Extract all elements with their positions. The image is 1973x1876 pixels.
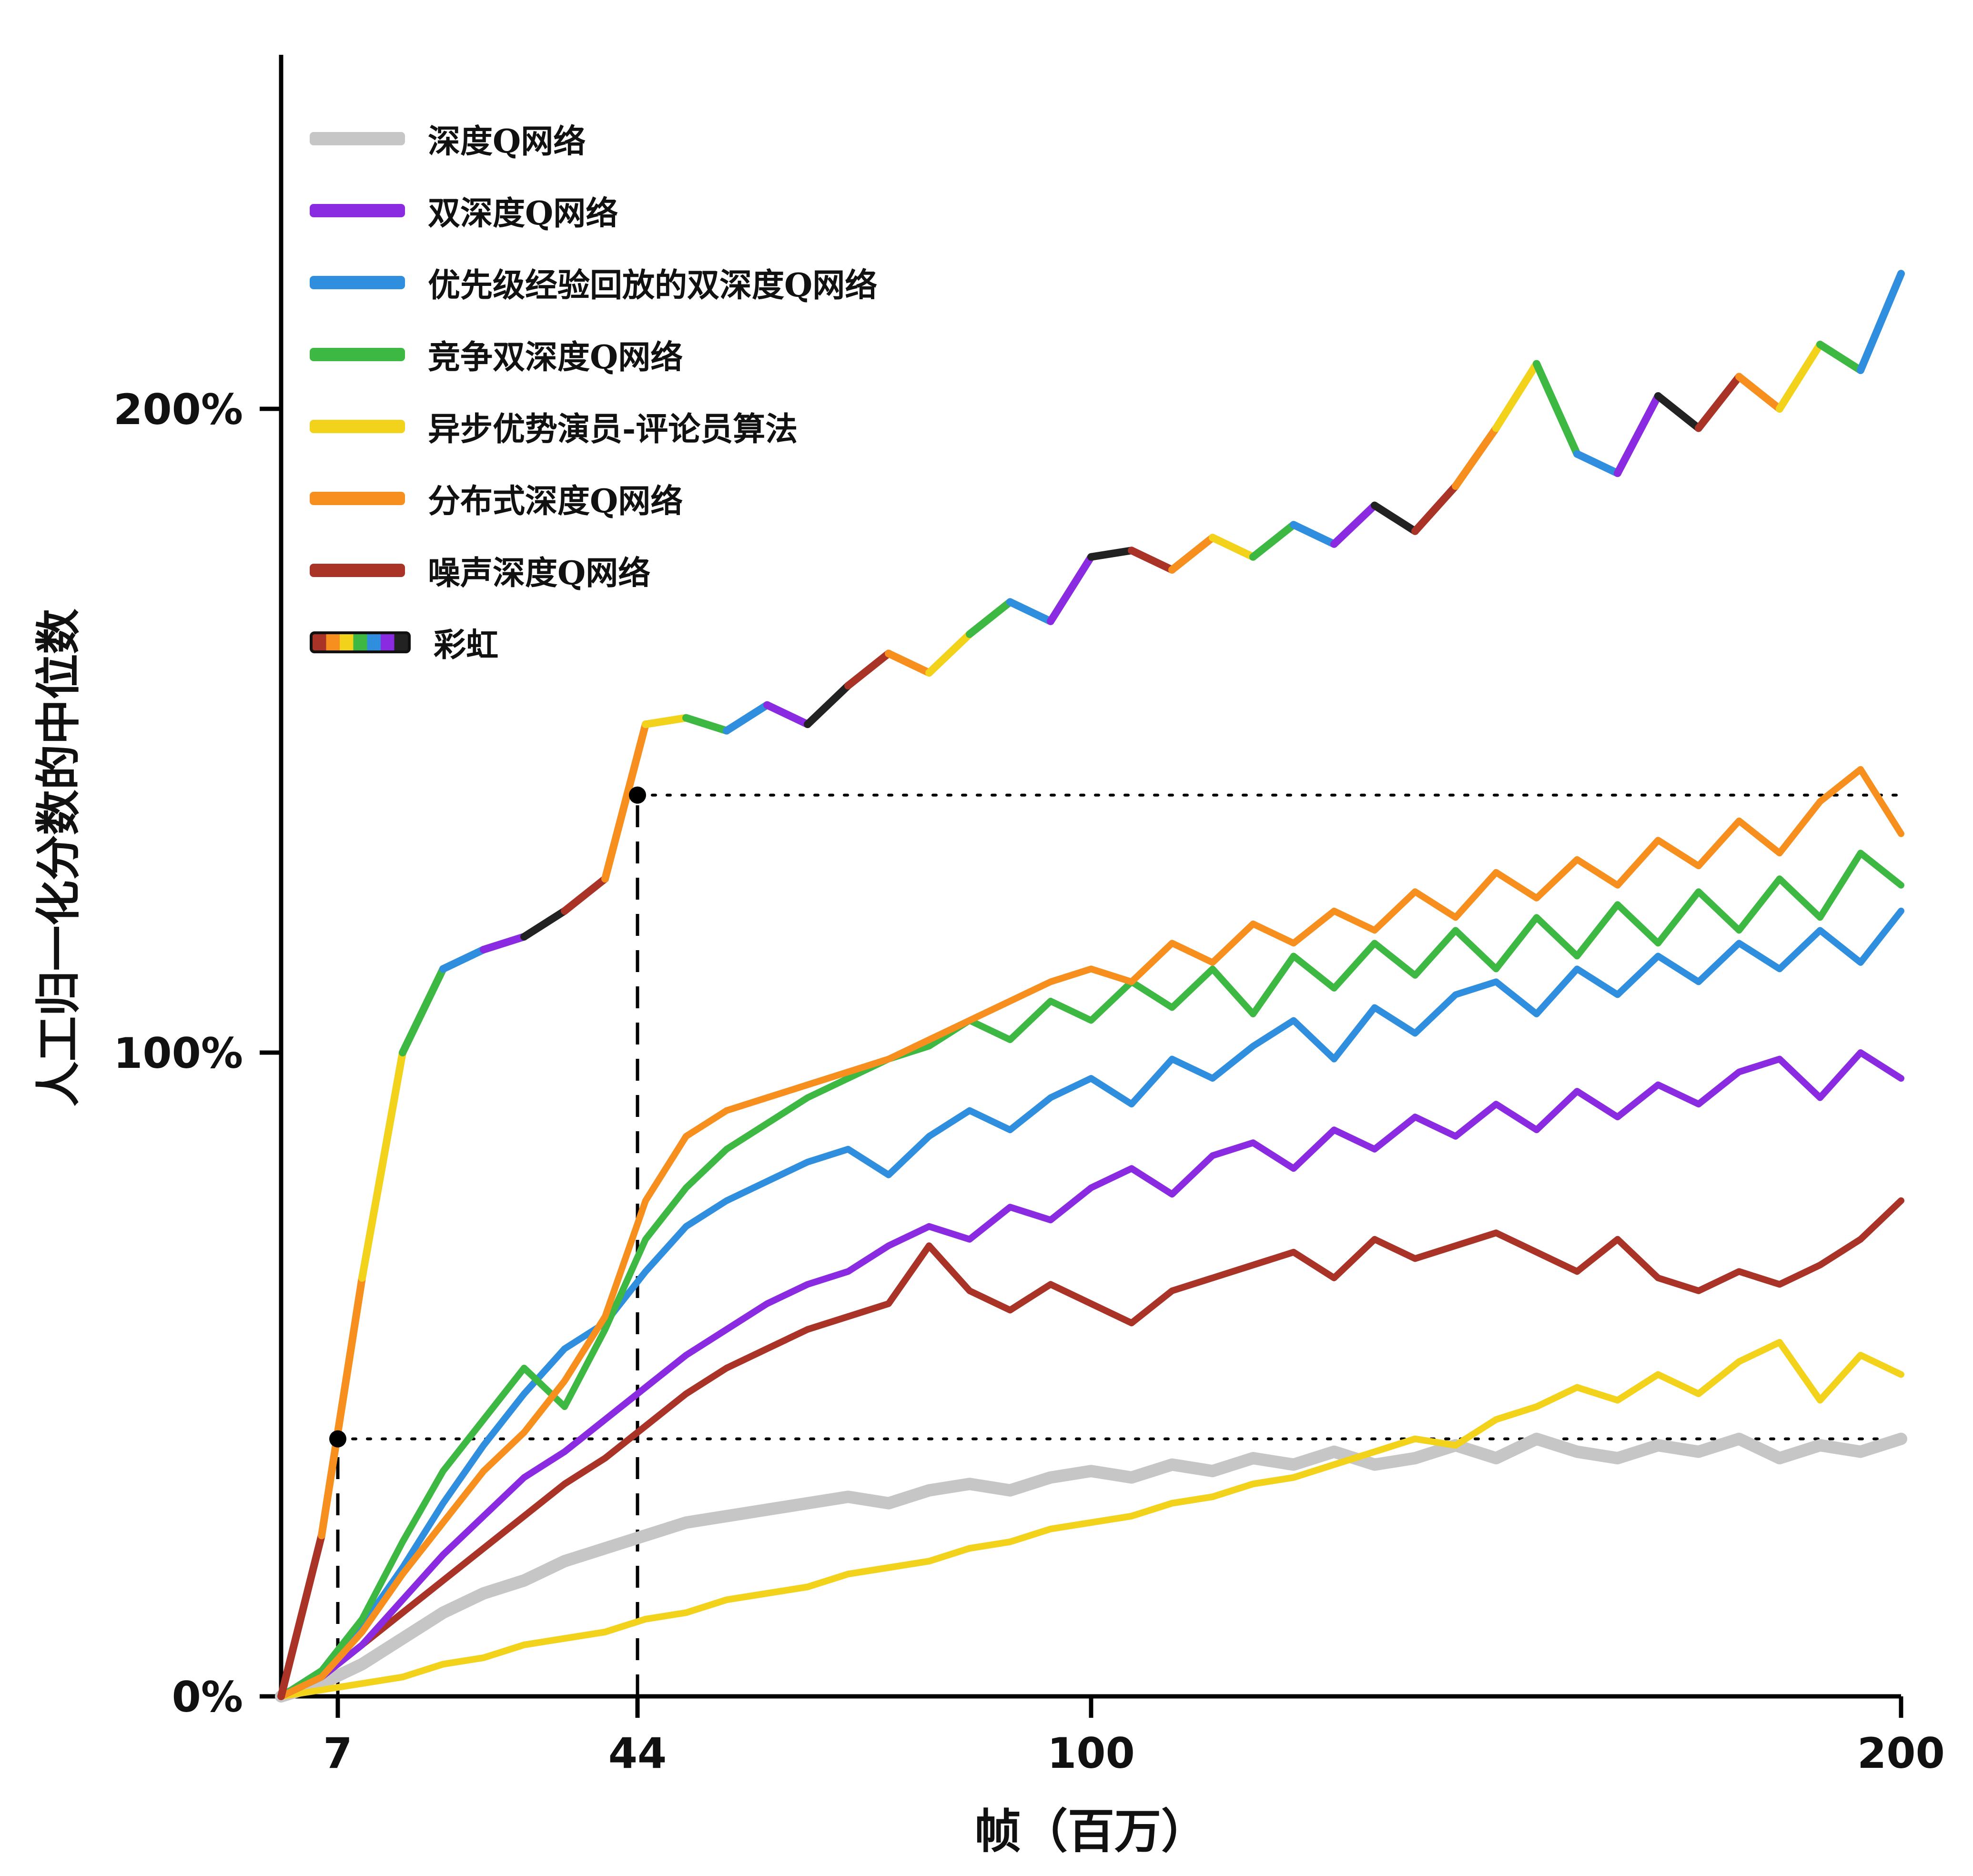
svg-text:100: 100 — [1047, 1729, 1135, 1778]
legend-item-rainbow: 彩虹 — [310, 606, 877, 678]
svg-text:44: 44 — [608, 1729, 667, 1778]
legend-label: 优先级经验回放的双深度Q网络 — [428, 266, 878, 304]
legend-label: 竞争双深度Q网络 — [428, 338, 683, 376]
legend-label: 分布式深度Q网络 — [428, 482, 683, 520]
legend-item-distributional-dqn: 分布式深度Q网络 — [310, 462, 877, 534]
dueling-ddqn-line-swatch — [310, 347, 405, 361]
x-axis-label: 帧（百万） — [974, 1804, 1208, 1859]
svg-text:100%: 100% — [113, 1029, 243, 1078]
double-dqn-line-swatch — [310, 203, 405, 217]
legend-item-double-dqn: 双深度Q网络 — [310, 174, 877, 246]
legend-item-a3c: 异步优势演员-评论员算法 — [310, 390, 877, 462]
legend-item-dueling-ddqn: 竞争双深度Q网络 — [310, 318, 877, 390]
legend-label: 异步优势演员-评论员算法 — [428, 410, 798, 448]
legend-item-prioritized-ddqn: 优先级经验回放的双深度Q网络 — [310, 246, 877, 318]
svg-text:0%: 0% — [172, 1673, 243, 1722]
legend-item-noisy-dqn: 噪声深度Q网络 — [310, 534, 877, 606]
rainbow-line-swatch — [310, 631, 411, 653]
legend-label: 深度Q网络 — [428, 122, 586, 161]
legend-label: 彩虹 — [434, 626, 499, 664]
a3c-line-swatch — [310, 419, 405, 433]
y-axis-label: 人工归一化分数的中位数 — [32, 608, 85, 1107]
dqn-line-swatch — [310, 132, 405, 145]
noisy-dqn-line-swatch — [310, 563, 405, 577]
distributional-dqn-line-swatch — [310, 491, 405, 505]
svg-text:200%: 200% — [113, 385, 243, 434]
legend: 深度Q网络 双深度Q网络 优先级经验回放的双深度Q网络 竞争双深度Q网络 异步优… — [310, 102, 877, 678]
svg-text:7: 7 — [323, 1729, 352, 1778]
prioritized-ddqn-line-swatch — [310, 275, 405, 289]
svg-text:200: 200 — [1857, 1729, 1945, 1778]
legend-label: 噪声深度Q网络 — [428, 554, 651, 592]
legend-label: 双深度Q网络 — [428, 194, 618, 233]
legend-item-dqn: 深度Q网络 — [310, 102, 877, 174]
